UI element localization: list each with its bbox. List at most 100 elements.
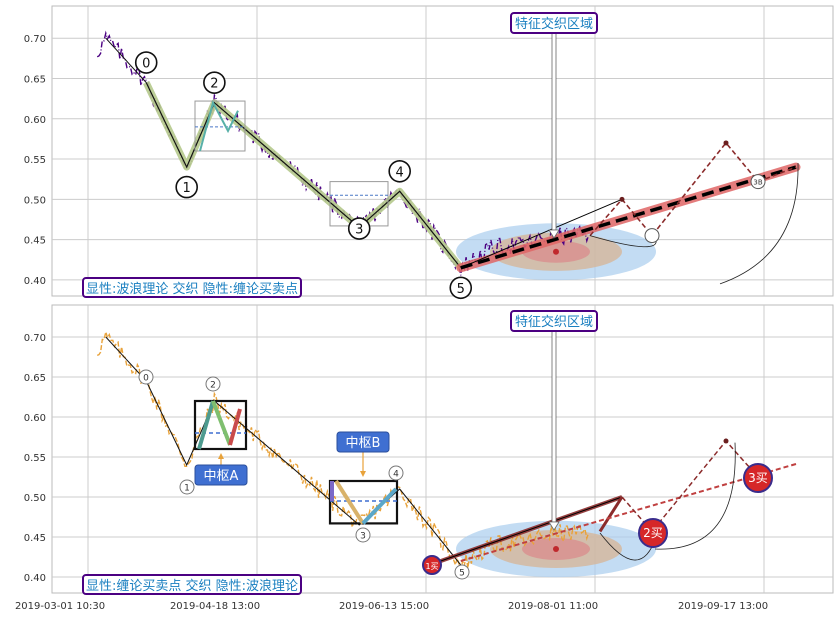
wave-point-marker xyxy=(388,159,411,183)
zhongshu-box-a xyxy=(193,399,248,451)
x-tick-label: 2019-09-17 13:00 xyxy=(678,601,768,612)
wave-point-label: 4 xyxy=(393,470,399,480)
buy-trend-core xyxy=(440,496,623,562)
zhongshu-label: 中枢A xyxy=(204,469,239,484)
zhongshu-stroke-blue xyxy=(361,487,398,525)
zhongshu-label: 中枢B xyxy=(346,436,381,451)
target-label: 3B xyxy=(753,179,762,187)
legend-box xyxy=(82,574,302,595)
wave-point-marker xyxy=(205,376,221,392)
projection-marker xyxy=(644,228,660,244)
y-tick-label: 0.70 xyxy=(24,333,46,344)
buy-point-label: 3买 xyxy=(748,471,768,485)
x-tick-label: 2019-04-18 13:00 xyxy=(170,601,260,612)
feature-center-dot xyxy=(553,546,559,552)
target-dash-line xyxy=(460,462,799,562)
wave-point-label: 5 xyxy=(459,569,465,579)
wave-point-label: 5 xyxy=(457,282,465,297)
feature-arrowhead xyxy=(548,229,560,239)
y-tick-label: 0.60 xyxy=(24,413,46,424)
wave-point-label: 3 xyxy=(355,223,363,238)
zhongshu-arrowhead xyxy=(218,453,224,459)
y-tick-label: 0.45 xyxy=(24,236,46,247)
projection-point xyxy=(723,140,729,146)
zhongshu-stroke-down xyxy=(211,400,232,446)
wave-point-label: 0 xyxy=(143,374,149,384)
y-tick-label: 0.50 xyxy=(24,493,46,504)
zhongshu-box-a xyxy=(194,100,246,152)
y-tick-label: 0.40 xyxy=(24,573,46,584)
wave-point-marker xyxy=(203,71,226,94)
wave-point-label: 4 xyxy=(396,165,404,180)
target-trend-line xyxy=(460,165,797,270)
buy-point-marker xyxy=(638,518,668,548)
wave-point-marker xyxy=(449,276,473,300)
bottom-panel: 0.70 0.65 0.60 0.55 0.50 0.45 0.40 中枢A 中枢B 0 1 2 3 4 5… xyxy=(15,304,834,612)
buy-point-label: 1买 xyxy=(425,562,438,571)
wave-point-marker xyxy=(175,175,198,199)
projection-path xyxy=(589,141,797,237)
projection-path xyxy=(621,439,759,533)
wave-point-marker xyxy=(388,465,404,481)
top-panel: 0.70 0.65 0.60 0.55 0.50 0.45 0.40 0 1 2 3 4 5 3B 特征交织… xyxy=(24,5,834,300)
wave-point-label: 3 xyxy=(360,532,366,542)
feature-arrow-shaft xyxy=(551,329,557,523)
projection-arc xyxy=(589,235,657,248)
feature-label-box xyxy=(510,12,598,34)
projection-marker xyxy=(750,174,766,190)
projection-arc xyxy=(654,442,736,550)
x-tick-label: 2019-06-13 15:00 xyxy=(339,601,429,612)
feature-center-dot xyxy=(553,248,559,255)
y-tick-label: 0.65 xyxy=(24,75,46,86)
legend-text: 显性:波浪理论 交织 隐性:缠论买卖点 xyxy=(86,281,298,297)
buy-point-marker xyxy=(422,555,442,575)
legend-text: 显性:缠论买卖点 交织 隐性:波浪理论 xyxy=(86,578,298,594)
price-series-line xyxy=(96,30,590,276)
feature-arrowhead xyxy=(548,521,560,531)
wave-point-label: 2 xyxy=(210,77,218,92)
y-tick-label: 0.40 xyxy=(24,276,46,287)
projection-point xyxy=(723,438,729,444)
plot-area xyxy=(51,304,834,594)
wave-point-label: 0 xyxy=(142,57,150,72)
zhongshu-label-box xyxy=(194,464,248,486)
legend-box xyxy=(82,277,302,298)
wave-point-marker xyxy=(138,369,154,385)
zhongshu-stroke-up xyxy=(197,400,215,450)
zhongshu-wave-a xyxy=(199,99,239,152)
feature-label: 特征交织区域 xyxy=(515,314,593,330)
projection-arc xyxy=(719,163,799,285)
upper-channel-line xyxy=(460,198,623,269)
y-tick-label: 0.60 xyxy=(24,115,46,126)
buy-point-marker xyxy=(743,463,773,493)
wave-point-marker xyxy=(355,527,371,543)
feature-arrow-shaft xyxy=(551,31,557,231)
wave-point-marker xyxy=(454,564,470,580)
trend-line-start xyxy=(105,37,147,83)
y-tick-label: 0.55 xyxy=(24,155,46,166)
y-tick-label: 0.65 xyxy=(24,373,46,384)
y-tick-label: 0.70 xyxy=(24,34,46,45)
y-tick-label: 0.55 xyxy=(24,453,46,464)
zhongshu-label-box xyxy=(336,431,390,453)
buy-point-label: 2买 xyxy=(643,526,663,540)
x-tick-label: 2019-08-01 11:00 xyxy=(508,601,598,612)
y-tick-label: 0.45 xyxy=(24,533,46,544)
feature-label-box xyxy=(510,310,598,332)
wave-point-label: 1 xyxy=(183,181,191,196)
wave-point-label: 2 xyxy=(210,381,216,391)
y-tick-label: 0.50 xyxy=(24,195,46,206)
feature-label: 特征交织区域 xyxy=(515,16,593,32)
wave-point-marker xyxy=(134,51,158,74)
wave-point-marker xyxy=(347,217,371,240)
zhongshu-stroke-tan xyxy=(334,479,365,525)
zhongshu-arrowhead xyxy=(360,471,366,477)
wave-line xyxy=(145,380,462,566)
x-tick-label: 2019-03-01 10:30 xyxy=(15,601,105,612)
wave-line xyxy=(145,82,462,269)
projection-point xyxy=(619,196,625,202)
buy-leg xyxy=(598,496,624,533)
zhongshu-stroke-red xyxy=(228,408,242,446)
